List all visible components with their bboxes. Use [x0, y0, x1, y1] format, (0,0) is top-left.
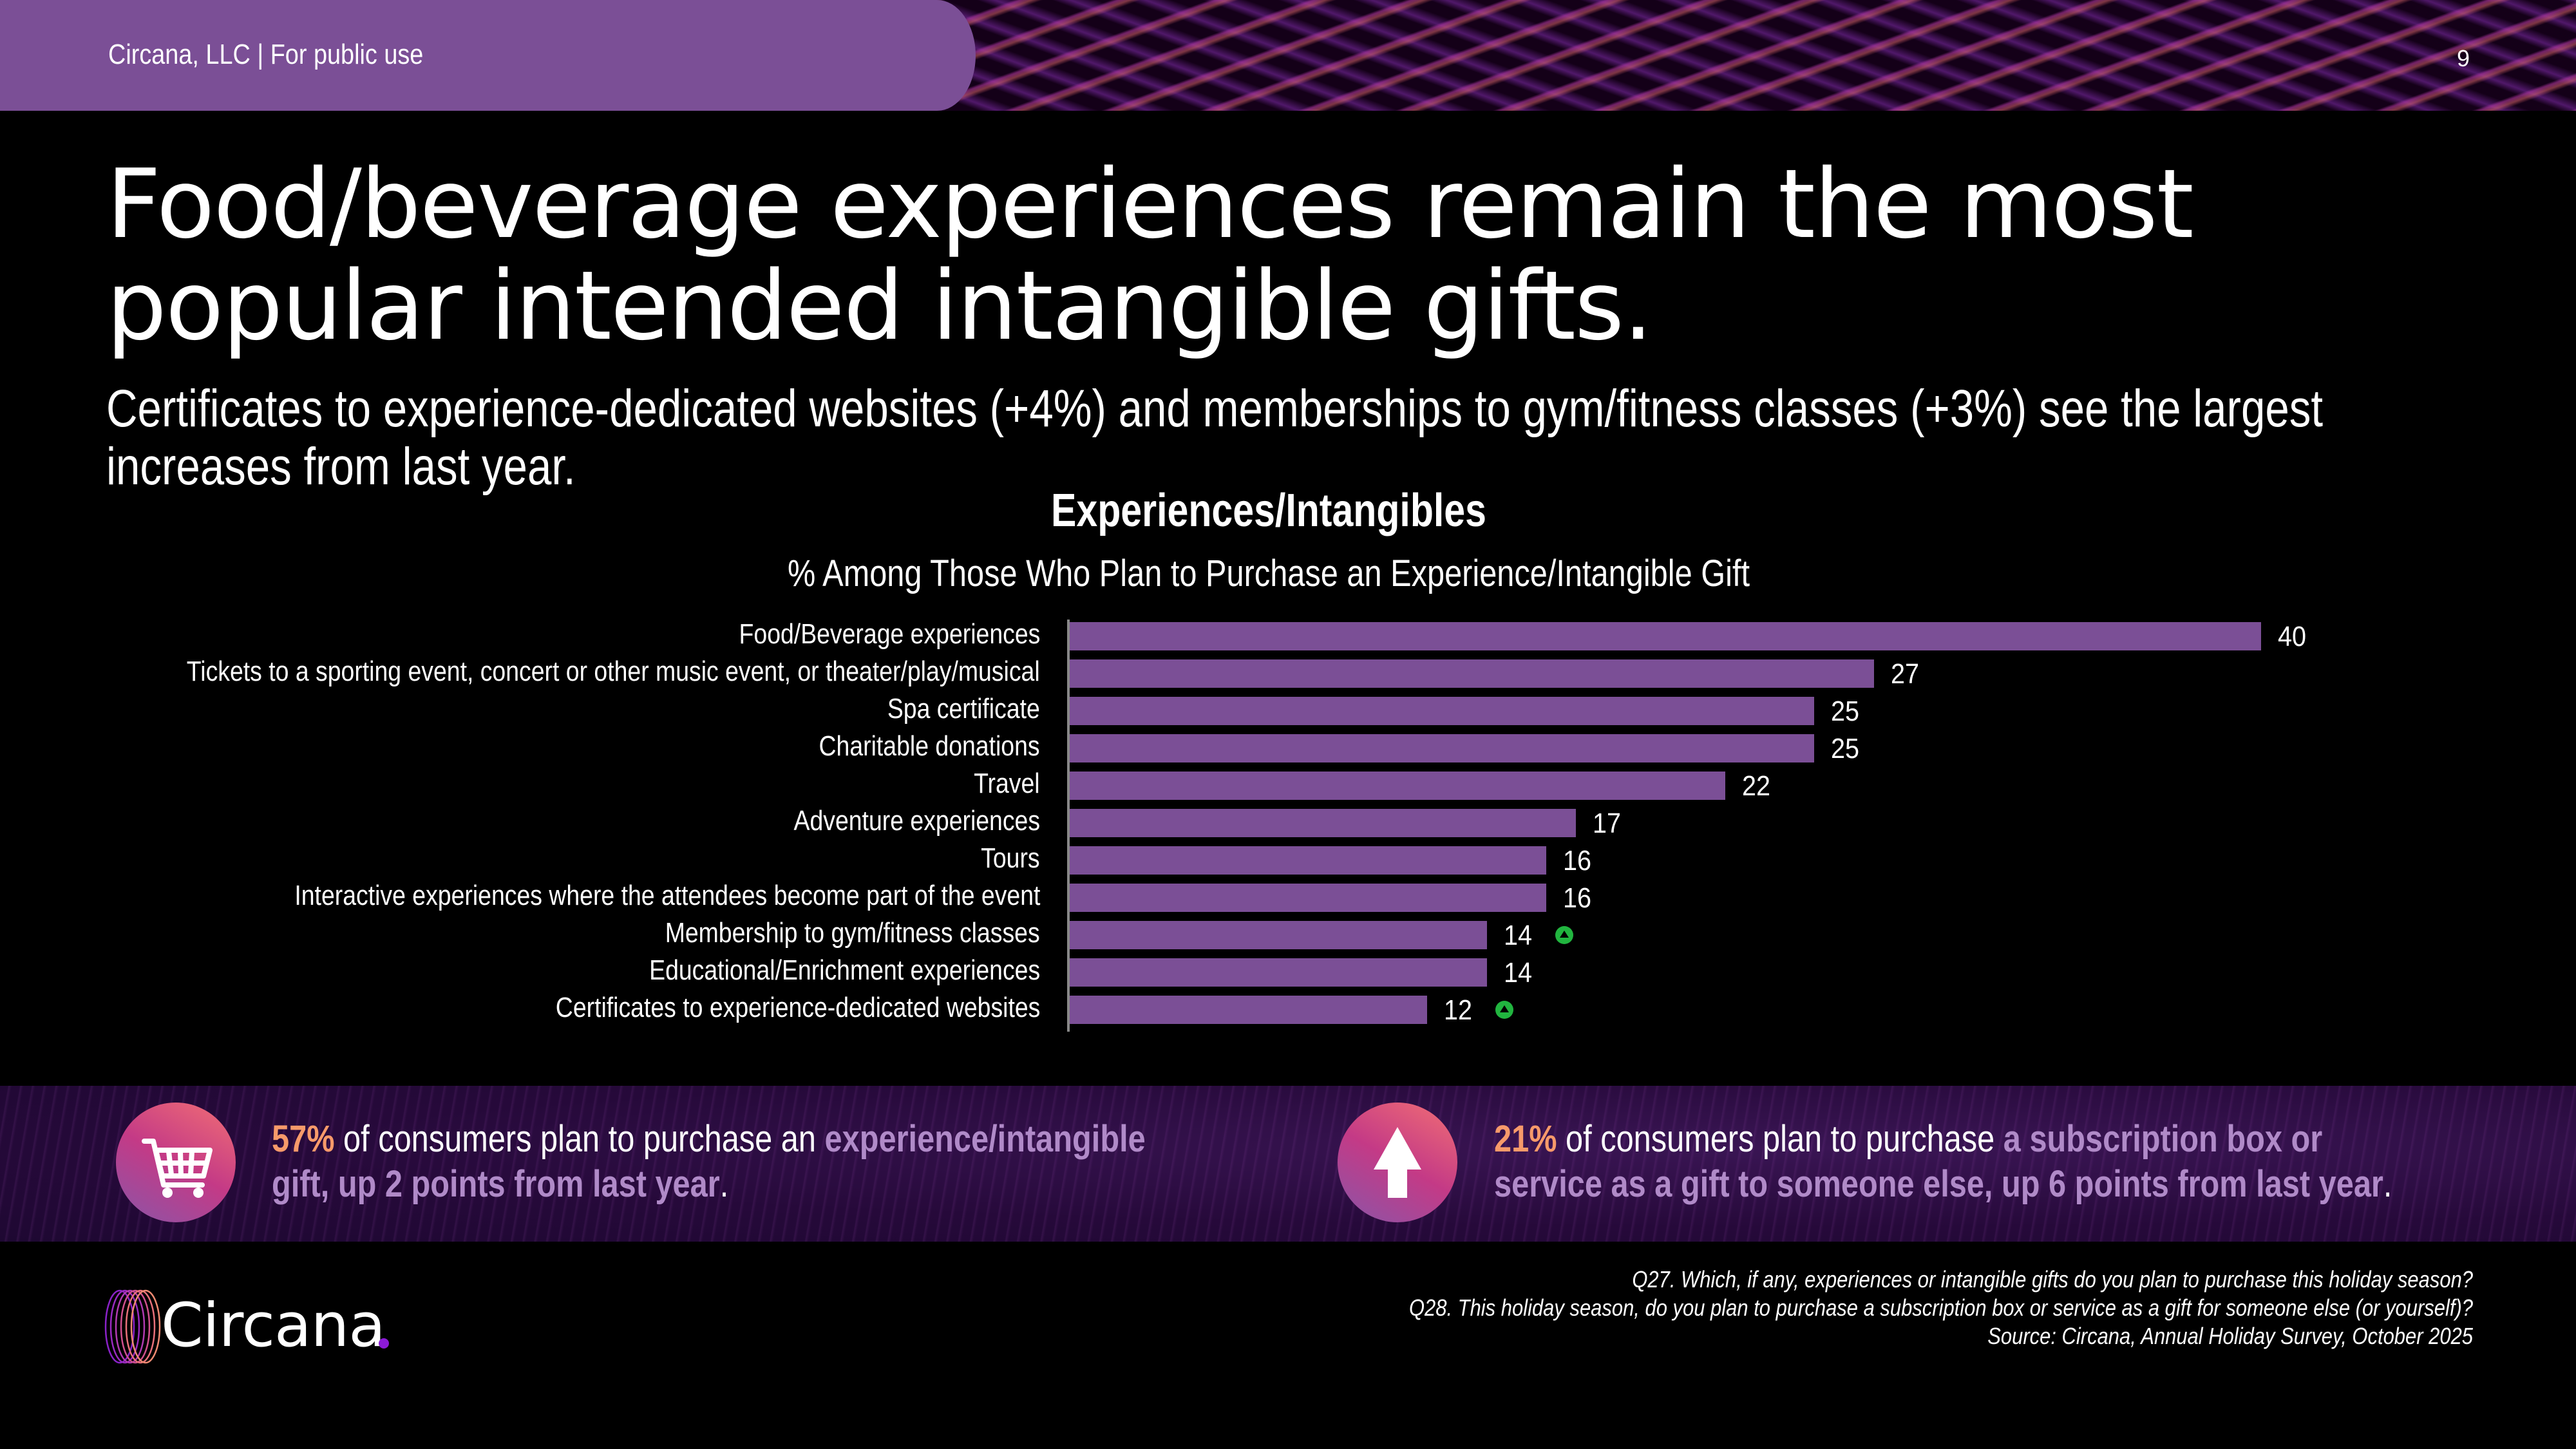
footnote-q27: Q27. Which, if any, experiences or intan… [1632, 1266, 2473, 1293]
bar [1070, 958, 1487, 987]
bar-chart: Food/Beverage experiences 40 Tickets to a … [0, 612, 2576, 1037]
bar [1070, 697, 1815, 725]
shopping-cart-icon [116, 1103, 236, 1222]
callout-highlight: a subscription box or service as a gift … [1494, 1118, 2383, 1205]
value-label: 27 [1890, 658, 1919, 690]
bar [1070, 996, 1427, 1024]
page-number: 9 [2457, 45, 2470, 71]
company-label: Circana, LLC | For public use [108, 39, 424, 70]
value-label: 14 [1503, 920, 1532, 951]
value-label: 25 [1831, 696, 1860, 727]
category-label: Membership to gym/fitness classes [665, 917, 1040, 949]
bar [1070, 884, 1546, 912]
value-label: 25 [1831, 733, 1860, 764]
logo-rings-icon [104, 1289, 161, 1364]
footnote-q28: Q28. This holiday season, do you plan to… [1408, 1294, 2473, 1321]
value-label: 16 [1563, 882, 1592, 914]
callout-text: of consumers plan to purchase [1557, 1118, 2003, 1160]
logo-dot [379, 1338, 389, 1349]
value-label: 22 [1741, 770, 1770, 802]
footnotes: Q27. Which, if any, experiences or intan… [1409, 1265, 2473, 1350]
bar [1070, 772, 1725, 800]
increase-indicator-icon [1555, 926, 1573, 944]
callout-highlight: experience/intangible gift, up 2 points … [272, 1118, 1146, 1205]
value-label: 16 [1563, 845, 1592, 876]
bar [1070, 921, 1487, 949]
callout-band: 57% of consumers plan to purchase an exp… [0, 1086, 2576, 1242]
callout-subscription: 21% of consumers plan to purchase a subs… [1494, 1117, 2414, 1207]
chart-title: Experiences/Intangibles [1051, 485, 1486, 536]
header-pill: Circana, LLC | For public use [0, 0, 976, 111]
y-axis-line [1067, 620, 1070, 1032]
page-title: Food/beverage experiences remain the mos… [106, 149, 2194, 361]
bar [1070, 809, 1577, 837]
bar [1070, 734, 1815, 762]
callout-number: 21% [1494, 1118, 1557, 1160]
footnote-source: Source: Circana, Annual Holiday Survey, … [1987, 1323, 2473, 1349]
category-label: Tickets to a sporting event, concert or … [187, 656, 1040, 687]
category-label: Spa certificate [887, 693, 1040, 724]
callout-text: of consumers plan to purchase an [334, 1118, 825, 1160]
category-label: Educational/Enrichment experiences [649, 954, 1040, 986]
category-label: Travel [974, 768, 1040, 799]
callout-end: . [2383, 1163, 2392, 1205]
callout-number: 57% [272, 1118, 335, 1160]
value-label: 17 [1593, 808, 1622, 839]
logo-text: Circana [161, 1291, 386, 1361]
page-subtitle: Certificates to experience-dedicated web… [106, 379, 2324, 496]
bar [1070, 659, 1874, 688]
chart-subtitle: % Among Those Who Plan to Purchase an Ex… [787, 553, 1750, 594]
value-label: 12 [1444, 994, 1473, 1026]
circana-logo: Circana [103, 1288, 399, 1365]
category-label: Food/Beverage experiences [739, 618, 1040, 650]
value-label: 14 [1503, 957, 1532, 989]
category-label: Certificates to experience-dedicated web… [555, 992, 1040, 1023]
category-label: Charitable donations [819, 730, 1040, 762]
category-label: Adventure experiences [793, 805, 1040, 837]
value-label: 40 [2278, 621, 2307, 652]
category-label: Tours [981, 842, 1040, 874]
category-label: Interactive experiences where the attend… [294, 880, 1040, 911]
bar [1070, 622, 2261, 650]
callout-experience: 57% of consumers plan to purchase an exp… [272, 1117, 1191, 1207]
increase-indicator-icon [1495, 1001, 1513, 1019]
arrow-up-icon [1338, 1103, 1457, 1222]
callout-end: . [719, 1163, 729, 1205]
bar [1070, 846, 1546, 875]
